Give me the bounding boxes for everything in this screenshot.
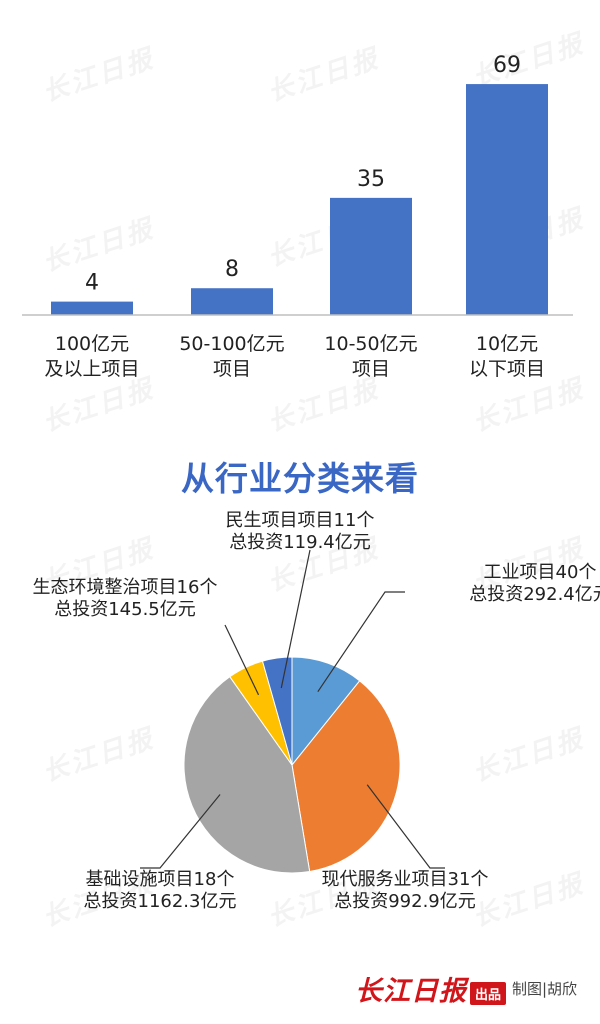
pie-slice-sublabel: 总投资1162.3亿元 [84,891,237,912]
section-title: 从行业分类来看 [181,459,419,498]
pie-slice-label: 工业项目40个 [484,562,597,583]
pie-leader-line [317,591,405,692]
pie-slice-sublabel: 总投资992.9亿元 [334,891,476,912]
bar [191,288,273,315]
bar-category-label: 项目 [352,358,390,380]
pie-slice-sublabel: 总投资119.4亿元 [229,532,371,553]
pie-slice [183,676,311,874]
bar-category-label: 以下项目 [469,358,545,380]
bar-value-label: 8 [225,257,239,282]
bar [51,301,133,315]
bar-category-label: 50-100亿元 [179,333,284,355]
bar-value-label: 4 [85,271,99,296]
bar [466,84,548,315]
brand-tag: 出品 [470,981,507,1005]
pie-leader-line [280,549,311,689]
pie-leader-line [140,794,221,869]
pie-slice-label: 民生项目项目11个 [226,510,375,531]
pie-slice-label: 基础设施项目18个 [86,869,235,890]
pie-leader-line [366,784,445,869]
footer-credit: 制图|胡欣 [512,980,578,998]
pie-slice [261,656,293,766]
pie-slice-label: 现代服务业项目31个 [322,869,489,890]
brand-logo-text: 长江日报 [355,975,467,1007]
bar-category-label: 10-50亿元 [324,333,417,355]
bar [330,197,412,315]
bar-category-label: 10亿元 [476,333,538,355]
pie-slice-sublabel: 总投资145.5亿元 [54,599,196,620]
bar-category-label: 及以上项目 [44,358,139,380]
footer-brand: 长江日报 出品 [355,968,507,1008]
bar-value-label: 35 [357,167,385,192]
pie-slice [291,680,401,873]
bar-category-label: 100亿元 [55,333,129,355]
pie-slice-label: 生态环境整治项目16个 [33,577,218,598]
pie-slice [291,656,361,767]
pie-slice-sublabel: 总投资292.4亿元 [469,584,600,605]
bar-category-label: 项目 [213,358,251,380]
bar-value-label: 69 [493,53,521,78]
pie-leader-line [224,624,260,696]
bar-chart: 4100亿元及以上项目850-100亿元项目3510-50亿元项目6910亿元以… [22,53,573,380]
